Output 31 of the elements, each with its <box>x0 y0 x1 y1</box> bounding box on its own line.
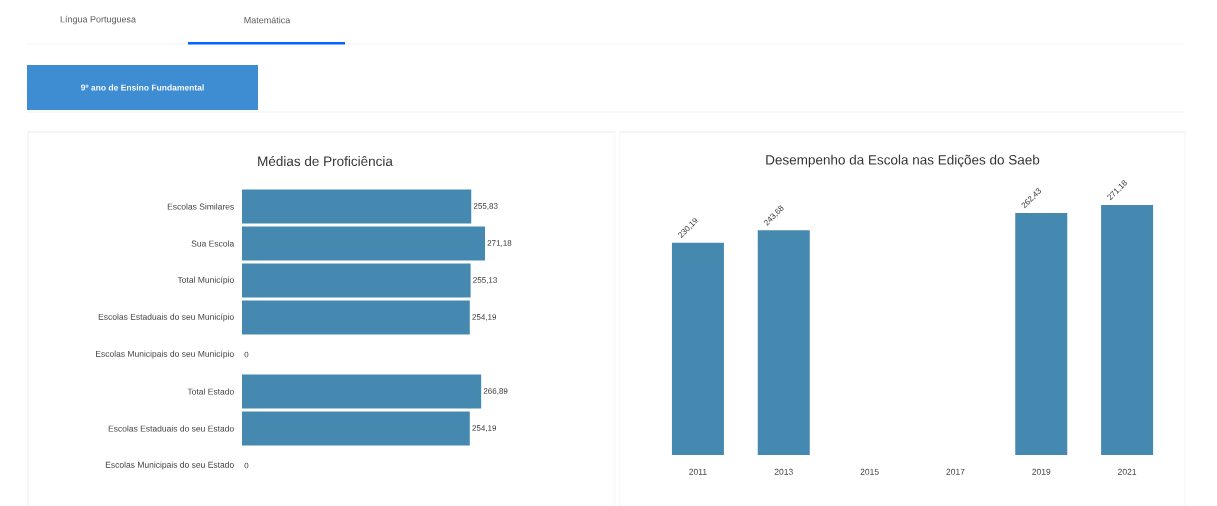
y-tick-label: Total Estado <box>187 388 234 395</box>
y-tick-label: Escolas Estaduais do seu Município <box>98 313 234 322</box>
data-label: 255,13 <box>473 277 497 284</box>
data-label: 0 <box>244 462 249 469</box>
x-tick-label: 2019 <box>1032 468 1051 475</box>
y-tick-label: Escolas Similares <box>167 203 234 210</box>
x-tick-label: 2017 <box>946 468 965 475</box>
data-label: 254,19 <box>472 314 497 321</box>
bar <box>671 242 724 455</box>
bar <box>757 230 810 455</box>
text: 9º ano de Ensino Fundamental <box>81 84 204 91</box>
y-tick-label: Escolas Estaduais do seu Estado <box>108 425 234 432</box>
x-tick-label: 2021 <box>1118 468 1137 475</box>
data-label: 0 <box>244 351 249 358</box>
x-tick-label: 2015 <box>860 468 879 475</box>
text: Língua Portuguesa <box>60 15 137 25</box>
chart-title: Desempenho da Escola nas Edições do Saeb <box>766 154 1040 168</box>
y-tick-label: Escolas Municipais do seu Estado <box>105 461 234 470</box>
x-tick-label: 2011 <box>689 468 707 475</box>
data-label: 271,18 <box>487 240 512 247</box>
y-tick-label: Escolas Municipais do seu Município <box>95 350 234 359</box>
data-label: 254,19 <box>472 425 497 432</box>
bar <box>1101 205 1154 455</box>
bar <box>1015 213 1068 455</box>
data-label: 266,89 <box>483 388 508 395</box>
x-tick-label: 2013 <box>774 468 793 475</box>
text: Matemática <box>244 16 291 24</box>
chart-title: Médias de Proficiência <box>258 155 393 167</box>
y-tick-label: Total Município <box>177 276 234 285</box>
data-label: 255,83 <box>473 203 498 210</box>
y-tick-label: Sua Escola <box>191 240 235 247</box>
